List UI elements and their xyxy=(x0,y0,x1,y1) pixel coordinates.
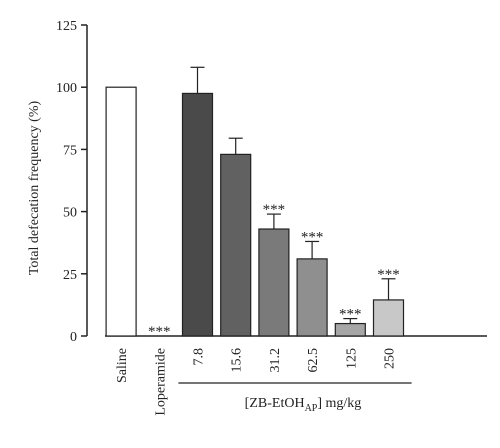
significance-marker: *** xyxy=(339,307,362,323)
bar xyxy=(181,92,214,337)
x-tick-label: Saline xyxy=(115,348,130,383)
y-tick-label: 0 xyxy=(70,330,77,345)
y-tick-label: 75 xyxy=(63,143,77,158)
y-tick-label: 25 xyxy=(63,268,77,283)
y-tick-label: 100 xyxy=(56,81,77,96)
bar xyxy=(258,228,290,337)
x-tick-label: 125 xyxy=(344,348,359,369)
bars: *** *** *** *** *** xyxy=(105,66,405,340)
bar xyxy=(372,299,405,337)
x-tick-label: 31.2 xyxy=(268,348,283,373)
bar xyxy=(296,258,328,337)
bar xyxy=(334,322,366,337)
bar xyxy=(105,86,137,337)
significance-marker: *** xyxy=(301,229,324,245)
x-tick-label: 15.6 xyxy=(230,348,245,373)
x-tick-labels: Saline Loperamide 7.8 15.6 31.2 62.5 125 250 xyxy=(115,348,397,416)
group-annotation: [ZB-EtOHAP] mg/kg xyxy=(178,382,412,414)
significance-marker: *** xyxy=(263,202,286,218)
group-label: [ZB-EtOHAP] mg/kg xyxy=(245,396,362,414)
y-tick-label: 125 xyxy=(56,19,77,34)
bar xyxy=(220,153,252,337)
x-tick-label: 250 xyxy=(383,348,398,369)
x-tick-label: Loperamide xyxy=(153,348,168,416)
y-tick-label: 50 xyxy=(63,206,77,221)
y-axis-label: Total defecation frequency (%) xyxy=(27,101,42,276)
significance-marker: *** xyxy=(377,267,400,283)
x-tick-label: 62.5 xyxy=(306,348,321,373)
y-axis: 0 25 50 75 100 125 xyxy=(56,19,88,345)
x-tick-label: 7.8 xyxy=(192,348,207,366)
significance-marker: *** xyxy=(148,324,171,340)
